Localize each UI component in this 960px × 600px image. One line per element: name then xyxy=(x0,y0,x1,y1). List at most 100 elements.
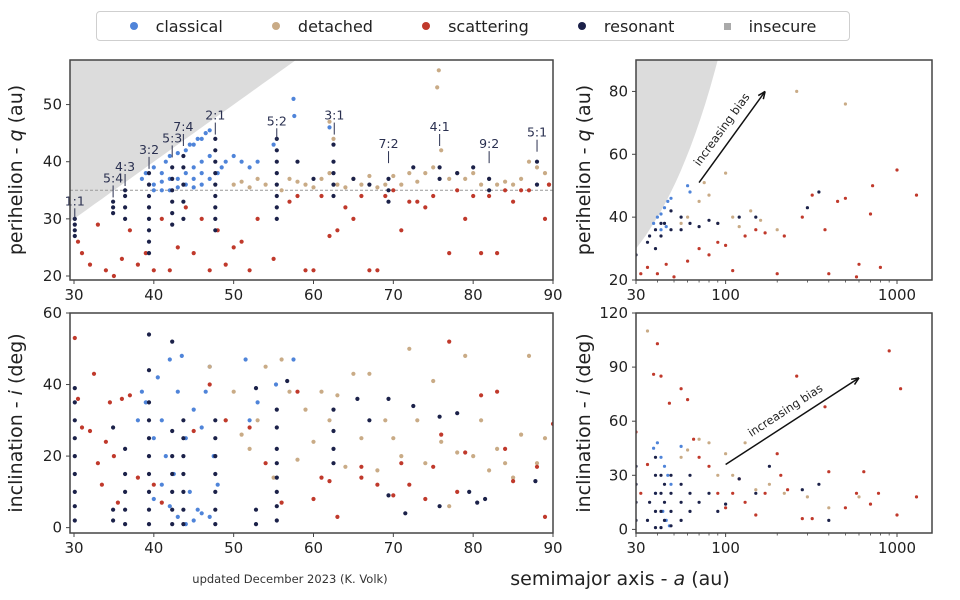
data-point-scattering xyxy=(95,461,100,466)
data-point-scattering xyxy=(775,272,779,276)
data-point-scattering xyxy=(231,245,236,250)
data-point-detached xyxy=(479,418,484,423)
data-point-scattering xyxy=(763,491,767,495)
data-point-resonant xyxy=(669,524,673,528)
data-point-scattering xyxy=(775,452,779,456)
data-point-scattering xyxy=(359,193,364,199)
data-point-scattering xyxy=(271,256,276,261)
data-point-resonant xyxy=(386,199,391,204)
data-point-classical xyxy=(666,473,670,477)
data-point-scattering xyxy=(295,389,300,394)
data-point-scattering xyxy=(862,470,866,474)
data-point-detached xyxy=(295,179,300,184)
legend-item-detached[interactable]: detached xyxy=(271,17,373,36)
data-point-scattering xyxy=(743,234,747,238)
data-point-scattering xyxy=(664,262,668,266)
plot-area xyxy=(636,329,919,530)
data-point-classical xyxy=(151,165,156,170)
data-point-classical xyxy=(191,518,196,523)
data-point-scattering xyxy=(72,335,77,341)
data-point-resonant xyxy=(724,502,728,506)
data-point-resonant xyxy=(72,233,77,239)
data-point-scattering xyxy=(279,500,284,505)
data-point-resonant xyxy=(411,403,416,409)
data-point-scattering xyxy=(367,268,372,273)
x-tick-label: 70 xyxy=(384,539,403,557)
data-point-scattering xyxy=(343,205,348,210)
data-point-scattering xyxy=(868,212,873,216)
data-point-resonant xyxy=(754,215,758,219)
data-point-resonant xyxy=(662,500,667,504)
data-point-detached xyxy=(697,199,701,203)
data-point-scattering xyxy=(87,428,93,434)
data-point-resonant xyxy=(659,473,663,477)
data-point-scattering xyxy=(857,262,861,266)
legend-item-classical[interactable]: classical xyxy=(129,17,223,36)
data-point-detached xyxy=(431,165,436,170)
data-point-resonant xyxy=(487,176,492,181)
data-point-resonant xyxy=(274,205,279,210)
data-point-detached xyxy=(857,495,861,499)
data-point-classical xyxy=(199,159,204,164)
data-point-resonant xyxy=(679,518,683,523)
data-point-resonant xyxy=(146,522,152,527)
data-point-classical xyxy=(291,357,296,362)
data-point-resonant xyxy=(213,182,218,187)
legend-item-insecure[interactable]: insecure xyxy=(723,17,816,36)
data-point-resonant xyxy=(817,190,821,194)
data-point-resonant xyxy=(181,153,186,159)
data-point-scattering xyxy=(645,265,650,269)
data-point-classical xyxy=(167,504,172,509)
data-point-resonant xyxy=(659,509,663,513)
data-point-classical xyxy=(195,507,200,512)
legend-item-scattering[interactable]: scattering xyxy=(422,17,529,36)
data-point-detached xyxy=(707,193,711,197)
data-point-classical xyxy=(175,176,180,181)
data-point-scattering xyxy=(707,253,711,257)
data-point-scattering xyxy=(479,251,484,256)
data-point-resonant xyxy=(170,222,175,227)
data-point-scattering xyxy=(810,517,814,521)
xlabel-prefix: semimajor axis - xyxy=(510,568,673,590)
data-point-detached xyxy=(295,457,300,462)
plot-area xyxy=(636,60,932,279)
data-point-classical xyxy=(662,464,667,468)
legend-marker-insecure xyxy=(723,22,731,30)
data-point-resonant xyxy=(367,182,372,187)
data-point-resonant xyxy=(662,482,667,486)
data-point-resonant xyxy=(181,489,186,494)
data-point-detached xyxy=(231,182,236,187)
data-point-scattering xyxy=(754,513,758,517)
data-point-detached xyxy=(519,432,524,437)
data-point-scattering xyxy=(526,188,532,193)
data-point-detached xyxy=(782,491,786,495)
data-point-scattering xyxy=(135,262,140,267)
data-point-scattering xyxy=(311,268,316,273)
data-point-detached xyxy=(447,504,452,509)
series-scattering xyxy=(75,182,552,279)
data-point-resonant xyxy=(386,176,391,181)
data-point-resonant xyxy=(181,165,186,170)
data-point-resonant xyxy=(111,211,116,216)
data-point-resonant xyxy=(805,206,810,210)
data-point-classical xyxy=(659,212,663,216)
data-point-scattering xyxy=(99,482,104,487)
y-axis-label: inclination - i (deg) xyxy=(5,333,27,512)
data-point-classical xyxy=(669,482,673,486)
data-point-resonant xyxy=(688,221,692,225)
data-point-resonant xyxy=(331,171,336,176)
data-point-detached xyxy=(679,455,683,459)
data-point-detached xyxy=(519,176,524,181)
data-point-scattering xyxy=(503,446,508,451)
data-point-classical xyxy=(655,441,660,445)
legend-item-resonant[interactable]: resonant xyxy=(577,17,674,36)
data-point-resonant xyxy=(72,418,77,423)
data-point-scattering xyxy=(686,398,690,402)
data-point-classical xyxy=(203,131,208,136)
data-point-resonant xyxy=(146,205,152,210)
data-point-resonant xyxy=(331,428,336,434)
series-classical xyxy=(652,184,692,232)
data-point-resonant xyxy=(534,159,540,164)
data-point-scattering xyxy=(871,184,875,188)
